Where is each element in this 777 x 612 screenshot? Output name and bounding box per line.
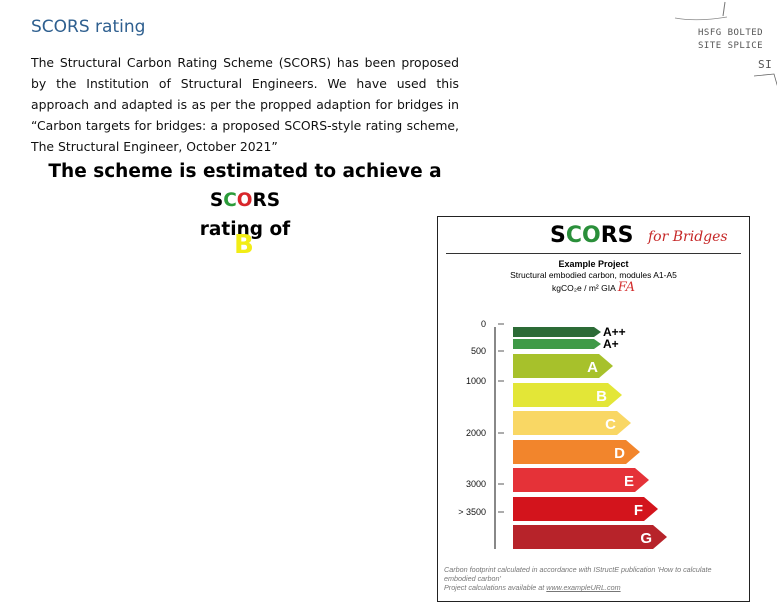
- units-annotation: FA: [617, 280, 635, 295]
- project-subtitle: Structural embodied carbon, modules A1-A…: [510, 270, 677, 280]
- section-heading: SCORS rating: [31, 17, 146, 37]
- card-title-s: S: [550, 223, 566, 248]
- rating-bar-label: A+: [603, 337, 619, 351]
- axis-tick-label: 500: [471, 346, 486, 356]
- rating-bar-label: B: [596, 388, 607, 405]
- axis-tick-label: 3000: [466, 479, 486, 489]
- rating-bar-label: D: [614, 445, 625, 462]
- handwritten-underline: [753, 73, 777, 86]
- scors-rating-card: SCORS for Bridges Example Project Struct…: [437, 216, 750, 602]
- footer-line1: Carbon footprint calculated in accordanc…: [444, 565, 712, 583]
- estimate-prefix: The scheme is estimated to achieve a: [48, 161, 442, 182]
- card-title-c: C: [565, 223, 583, 248]
- handwritten-note-line1: HSFG BOLTED: [698, 28, 764, 38]
- handwritten-marks: [674, 1, 728, 21]
- card-divider: [446, 253, 741, 254]
- estimate-statement: The scheme is estimated to achieve a SCO…: [40, 157, 450, 244]
- rating-bar-f: [513, 497, 658, 521]
- estimated-grade: B: [234, 230, 254, 260]
- footer-link[interactable]: www.exampleURL.com: [546, 583, 621, 592]
- project-name: Example Project: [558, 259, 629, 269]
- rating-bar-label: G: [640, 530, 652, 547]
- rating-bar-aplus: [513, 339, 601, 349]
- axis-tick-label: 1000: [466, 376, 486, 386]
- footer-line2-prefix: Project calculations available at: [444, 583, 547, 592]
- card-title: SCORS: [550, 223, 634, 248]
- rating-bar-d: [513, 440, 640, 464]
- units-label: kgCO₂e / m² GIA: [552, 283, 616, 293]
- section-paragraph: The Structural Carbon Rating Scheme (SCO…: [31, 55, 459, 154]
- scors-letter-s: S: [209, 190, 224, 211]
- axis-tick-label: > 3500: [458, 507, 486, 517]
- handwritten-note-line2: SITE SPLICE: [698, 41, 764, 51]
- rating-bar-aplusplus: [513, 327, 601, 337]
- card-title-o: O: [582, 223, 601, 248]
- card-footer: Carbon footprint calculated in accordanc…: [444, 565, 744, 592]
- rating-bar-e: [513, 468, 649, 492]
- axis-tick-label: 0: [481, 319, 486, 329]
- rating-bar-label: F: [634, 502, 643, 519]
- rating-bar-label: A: [587, 359, 598, 376]
- rating-bar-b: [513, 383, 622, 407]
- handwritten-note-line3: SI: [758, 58, 773, 71]
- rating-bar-label: C: [605, 416, 616, 433]
- rating-bar-g: [513, 525, 667, 549]
- rating-bar-label: A++: [603, 325, 626, 339]
- rating-bar-c: [513, 411, 631, 435]
- axis-tick-label: 2000: [466, 428, 486, 438]
- estimate-line2: rating of: [199, 219, 291, 240]
- scors-letter-c: C: [223, 190, 237, 211]
- rating-bar-label: E: [624, 473, 634, 490]
- scors-letter-o: O: [236, 190, 253, 211]
- scors-letter-rs: RS: [252, 190, 281, 211]
- card-title-rs: RS: [600, 223, 634, 248]
- project-units: kgCO₂e / m² GIA FA: [438, 280, 749, 295]
- card-title-suffix: for Bridges: [648, 229, 728, 245]
- rating-bar-a: [513, 354, 613, 378]
